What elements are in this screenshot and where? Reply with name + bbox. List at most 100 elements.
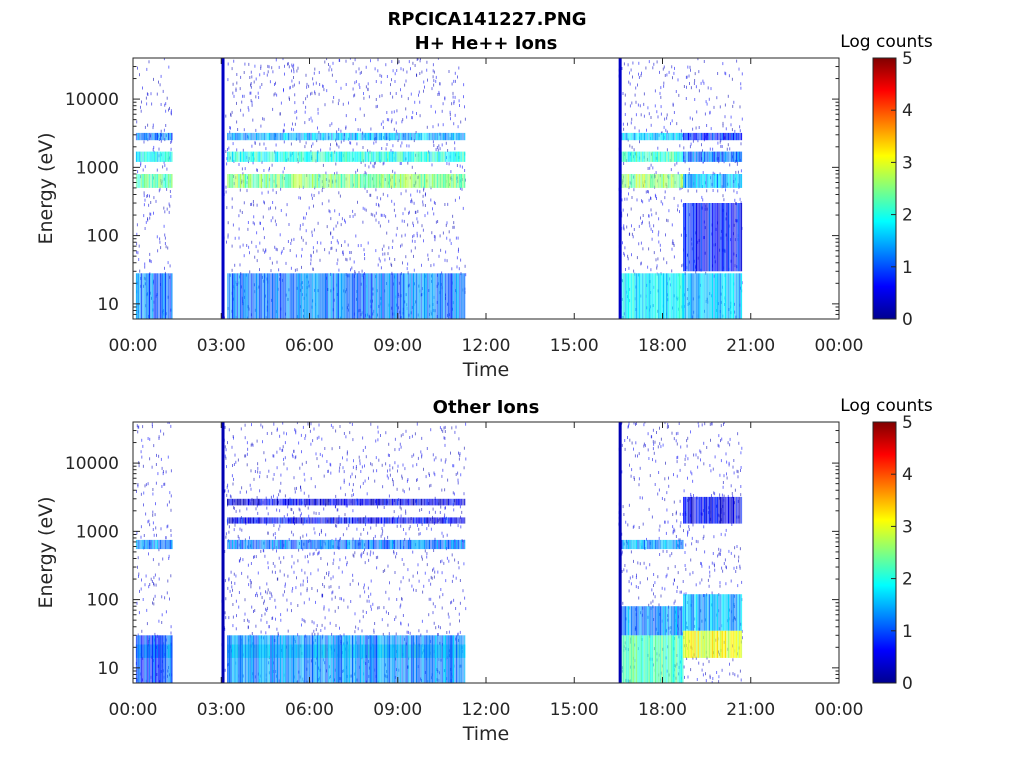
band-strip bbox=[430, 174, 431, 188]
speckle-cell bbox=[320, 149, 321, 152]
speckle-cell bbox=[718, 548, 719, 551]
speckle-cell bbox=[337, 262, 338, 265]
speckle-cell bbox=[414, 101, 415, 104]
speckle-cell bbox=[153, 212, 154, 215]
band-strip bbox=[448, 133, 449, 140]
speckle-cell bbox=[354, 551, 355, 554]
speckle-cell bbox=[717, 142, 718, 145]
speckle-cell bbox=[146, 195, 147, 198]
speckle-cell bbox=[267, 432, 268, 435]
speckle-cell bbox=[381, 266, 382, 269]
speckle-cell bbox=[272, 216, 273, 219]
speckle-cell bbox=[225, 445, 226, 448]
speckle-cell bbox=[336, 225, 337, 228]
speckle-cell bbox=[333, 562, 334, 565]
speckle-cell bbox=[677, 460, 678, 463]
speckle-cell bbox=[407, 263, 408, 266]
band-strip bbox=[733, 174, 734, 188]
speckle-cell bbox=[308, 495, 309, 498]
speckle-cell bbox=[152, 580, 153, 583]
band-strip bbox=[376, 152, 377, 162]
band-strip bbox=[147, 273, 148, 319]
band-strip bbox=[683, 203, 684, 271]
speckle-cell bbox=[655, 104, 656, 107]
speckle-cell bbox=[151, 260, 152, 263]
band-strip bbox=[301, 152, 302, 162]
speckle-cell bbox=[231, 585, 232, 588]
speckle-cell bbox=[643, 445, 644, 448]
speckle-cell bbox=[271, 496, 272, 499]
speckle-cell bbox=[444, 427, 445, 430]
speckle-cell bbox=[634, 525, 635, 528]
speckle-cell bbox=[638, 62, 639, 65]
speckle-cell bbox=[277, 578, 278, 581]
band-strip bbox=[649, 273, 650, 319]
speckle-cell bbox=[300, 224, 301, 227]
band-strip bbox=[422, 152, 423, 162]
speckle-cell bbox=[329, 586, 330, 589]
band-strip bbox=[162, 133, 163, 140]
speckle-cell bbox=[396, 234, 397, 237]
band-strip bbox=[669, 133, 670, 140]
speckle-cell bbox=[629, 439, 630, 442]
speckle-cell bbox=[445, 579, 446, 582]
speckle-cell bbox=[627, 214, 628, 217]
band-strip bbox=[240, 152, 241, 162]
speckle-cell bbox=[412, 455, 413, 458]
speckle-cell bbox=[356, 142, 357, 145]
speckle-cell bbox=[139, 464, 140, 467]
speckle-cell bbox=[729, 673, 730, 676]
band-strip bbox=[442, 133, 443, 140]
speckle-cell bbox=[321, 438, 322, 441]
speckle-cell bbox=[303, 619, 304, 622]
speckle-cell bbox=[306, 86, 307, 89]
speckle-cell bbox=[412, 62, 413, 65]
speckle-cell bbox=[659, 553, 660, 556]
band-strip bbox=[170, 174, 171, 188]
speckle-cell bbox=[359, 83, 360, 86]
speckle-cell bbox=[344, 240, 345, 243]
band-strip bbox=[464, 152, 465, 162]
speckle-cell bbox=[276, 509, 277, 512]
speckle-cell bbox=[276, 94, 277, 97]
band-strip bbox=[277, 174, 278, 188]
speckle-cell bbox=[272, 164, 273, 167]
band-strip bbox=[718, 273, 719, 319]
speckle-cell bbox=[656, 110, 657, 113]
speckle-cell bbox=[702, 669, 703, 672]
band-strip bbox=[681, 273, 682, 319]
band-strip bbox=[290, 174, 291, 188]
band-strip bbox=[702, 174, 703, 188]
speckle-cell bbox=[171, 469, 172, 472]
band-strip bbox=[634, 174, 635, 188]
speckle-cell bbox=[401, 141, 402, 144]
band-strip bbox=[688, 152, 689, 162]
speckle-cell bbox=[630, 83, 631, 86]
speckle-cell bbox=[312, 77, 313, 80]
speckle-cell bbox=[235, 575, 236, 578]
speckle-cell bbox=[280, 570, 281, 573]
speckle-cell bbox=[462, 188, 463, 191]
band-strip bbox=[258, 174, 259, 188]
speckle-cell bbox=[304, 492, 305, 495]
band-strip bbox=[298, 133, 299, 140]
band-strip bbox=[280, 174, 281, 188]
speckle-cell bbox=[231, 571, 232, 574]
speckle-cell bbox=[394, 110, 395, 113]
speckle-cell bbox=[420, 532, 421, 535]
speckle-cell bbox=[236, 148, 237, 151]
band-strip bbox=[649, 133, 650, 140]
band-strip bbox=[730, 174, 731, 188]
speckle-cell bbox=[268, 207, 269, 210]
speckle-cell bbox=[365, 446, 366, 449]
speckle-cell bbox=[737, 545, 738, 548]
speckle-cell bbox=[624, 254, 625, 257]
band-strip bbox=[155, 273, 156, 319]
speckle-cell bbox=[346, 60, 347, 63]
speckle-cell bbox=[389, 597, 390, 600]
band-strip bbox=[701, 203, 702, 271]
band-strip bbox=[262, 152, 263, 162]
speckle-cell bbox=[225, 426, 226, 429]
band-strip bbox=[312, 152, 313, 162]
speckle-cell bbox=[733, 466, 734, 469]
